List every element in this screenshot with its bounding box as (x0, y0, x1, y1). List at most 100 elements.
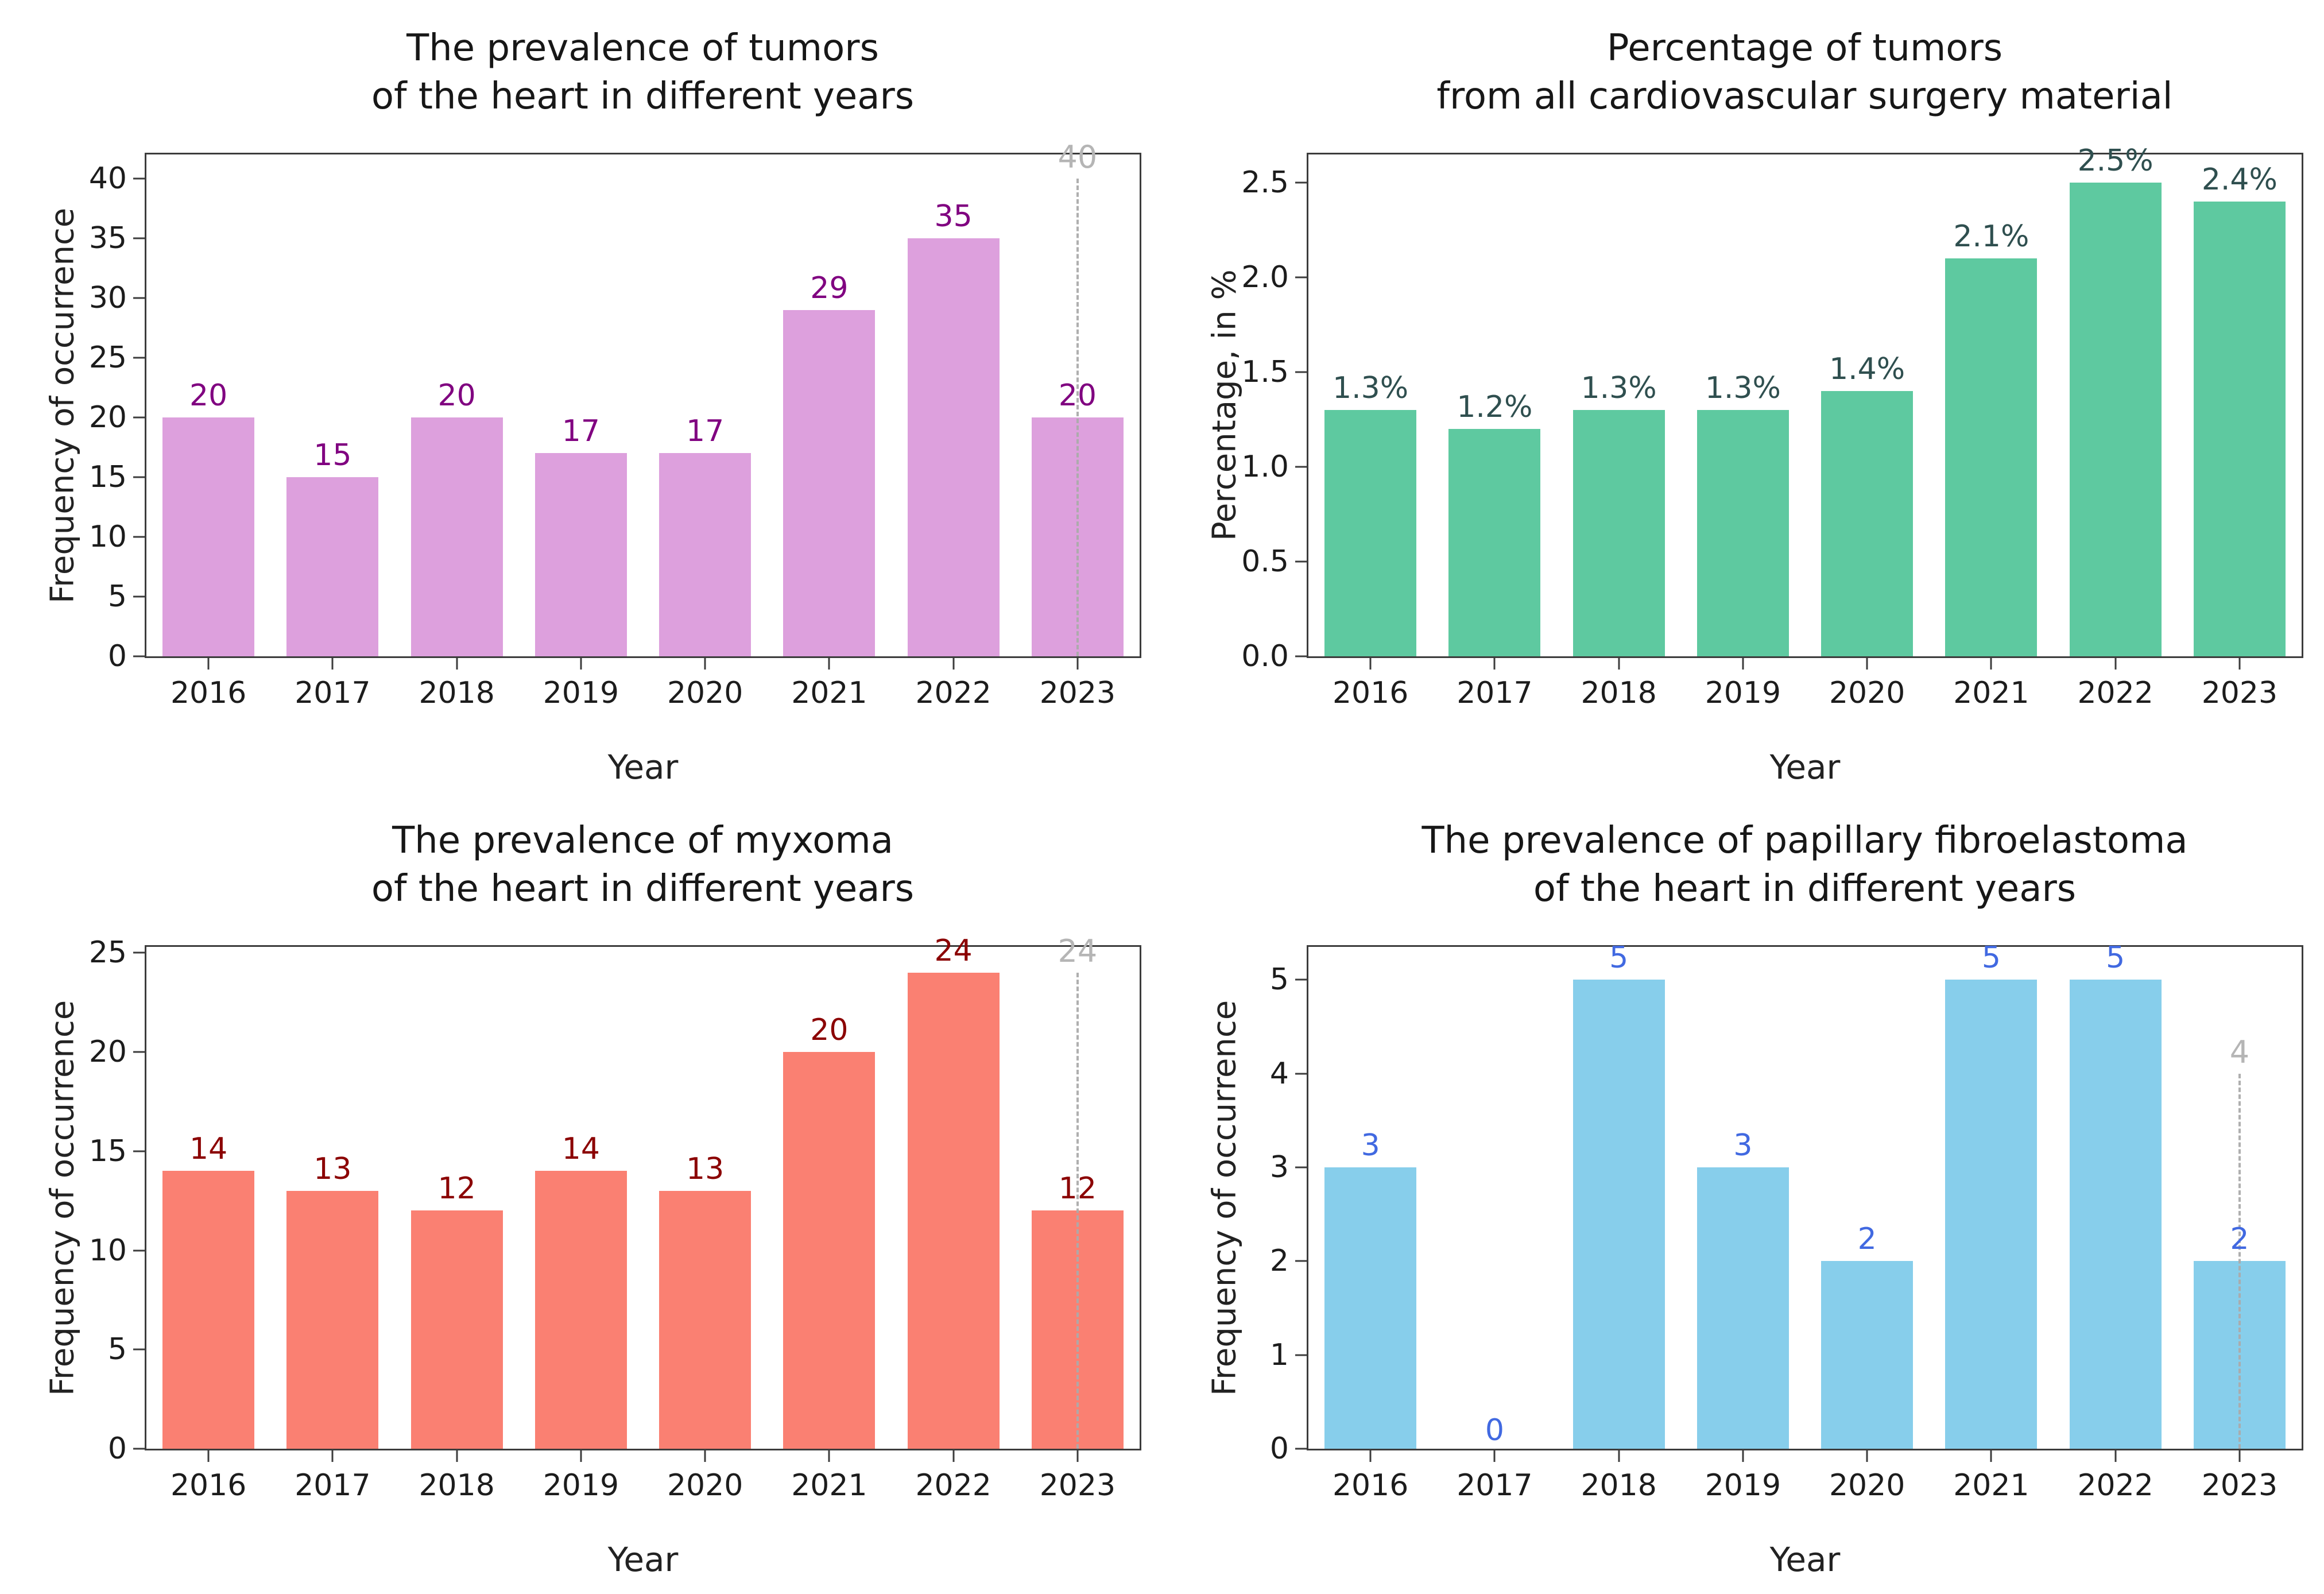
bar-value-label: 15 (313, 438, 352, 473)
x-tick-label-2016: 2016 (170, 676, 247, 710)
x-tick-label-2023: 2023 (2201, 1468, 2278, 1503)
x-tick (1076, 658, 1079, 670)
forecast-dashed-line (1076, 972, 1079, 1449)
y-axis-label: Frequency of occurrence (1206, 1000, 1244, 1396)
x-tick-label-2019: 2019 (1705, 1468, 1781, 1503)
x-tick-label-2019: 2019 (543, 676, 619, 710)
x-tick-label-2022: 2022 (2077, 1468, 2153, 1503)
x-tick-label-2023: 2023 (2201, 676, 2278, 710)
x-tick-label-2019: 2019 (543, 1468, 619, 1503)
y-tick (133, 416, 145, 419)
x-axis-label: Year (1769, 1540, 1841, 1579)
x-tick (1618, 658, 1620, 670)
x-tick (207, 1450, 210, 1462)
x-tick (1369, 1450, 1372, 1462)
y-tick-label: 0 (107, 639, 127, 674)
x-tick-label-2018: 2018 (419, 676, 495, 710)
bar-2022 (2069, 980, 2162, 1449)
bar-value-label: 2 (2230, 1222, 2249, 1257)
y-tick (1295, 655, 1307, 657)
subplot-fibroelastoma-prevalence: The prevalence of papillary fibroelastom… (1185, 802, 2324, 1594)
bar-value-label: 20 (437, 378, 476, 413)
y-tick (133, 951, 145, 954)
y-tick (133, 1150, 145, 1152)
bar-2020 (1821, 1261, 1914, 1449)
chart-title-line1: The prevalence of tumors (406, 27, 879, 69)
bar-2020 (659, 453, 752, 656)
x-tick (704, 1450, 706, 1462)
y-tick-label: 1 (1269, 1337, 1289, 1372)
subplot-tumor-percentage: Percentage of tumors from all cardiovascu… (1185, 9, 2324, 802)
bar-value-label: 1.2% (1457, 390, 1533, 425)
bar-value-label: 0 (1485, 1413, 1504, 1448)
bar-value-label: 5 (1981, 941, 2001, 976)
bar-value-label: 2.1% (1953, 219, 2029, 254)
bar-value-label: 14 (561, 1132, 600, 1167)
bar-value-label: 3 (1361, 1128, 1380, 1163)
x-tick (1618, 1450, 1620, 1462)
x-tick (1369, 658, 1372, 670)
x-tick (331, 1450, 334, 1462)
forecast-dashed-line (1076, 178, 1079, 656)
x-tick (1866, 658, 1868, 670)
x-tick-label-2018: 2018 (1581, 676, 1657, 710)
x-tick-label-2016: 2016 (1332, 1468, 1409, 1503)
y-tick-label: 1.0 (1241, 450, 1289, 485)
subplot-myxoma-prevalence: The prevalence of myxoma of the heart in … (23, 802, 1185, 1594)
y-tick-label: 40 (88, 161, 127, 196)
x-tick (952, 1450, 955, 1462)
x-tick-label-2021: 2021 (791, 676, 867, 710)
x-tick-label-2017: 2017 (1457, 1468, 1533, 1503)
x-tick (2238, 1450, 2241, 1462)
x-tick (1866, 1450, 1868, 1462)
bar-value-label: 3 (1733, 1128, 1753, 1163)
y-tick (133, 1051, 145, 1053)
y-tick-label: 1.5 (1241, 355, 1289, 390)
bar-2018 (410, 1210, 503, 1449)
y-tick (1295, 466, 1307, 468)
bar-value-label: 29 (810, 270, 849, 305)
y-tick-label: 35 (88, 220, 127, 256)
y-tick (1295, 1260, 1307, 1262)
bar-2022 (2069, 183, 2162, 656)
bar-value-label: 1.3% (1705, 371, 1781, 406)
x-axis-label: Year (607, 748, 679, 787)
x-tick (1990, 658, 1992, 670)
x-tick-label-2023: 2023 (1039, 1468, 1116, 1503)
bar-2022 (907, 972, 1000, 1449)
x-tick (1990, 1450, 1992, 1462)
bar-2021 (1945, 980, 2038, 1449)
bar-value-label: 5 (1609, 941, 1629, 976)
y-tick-label: 3 (1269, 1150, 1289, 1185)
y-tick-label: 0 (107, 1431, 127, 1466)
chart-title: The prevalence of tumors of the heart in … (144, 24, 1142, 121)
forecast-value-label: 24 (1058, 933, 1098, 969)
x-tick-label-2016: 2016 (170, 1468, 247, 1503)
x-tick-label-2021: 2021 (791, 1468, 867, 1503)
x-tick-label-2021: 2021 (1953, 1468, 2029, 1503)
bar-2018 (1572, 410, 1665, 656)
bar-2020 (659, 1190, 752, 1449)
bar-value-label: 20 (1058, 378, 1097, 413)
bar-value-label: 2 (1857, 1222, 1877, 1257)
x-tick-label-2016: 2016 (1332, 676, 1409, 710)
bar-value-label: 12 (1058, 1171, 1097, 1206)
chart-title-line2: of the heart in different years (371, 868, 915, 911)
y-tick (1295, 560, 1307, 563)
y-axis-label: Frequency of occurrence (44, 207, 82, 603)
y-tick-label: 10 (88, 1233, 127, 1268)
y-tick (1295, 276, 1307, 278)
x-tick-label-2017: 2017 (1457, 676, 1533, 710)
x-axis-label: Year (1769, 748, 1841, 787)
bar-2016 (162, 1171, 255, 1449)
x-tick (580, 658, 582, 670)
x-tick (2238, 658, 2241, 670)
bar-value-label: 2.4% (2201, 163, 2277, 198)
y-tick (133, 476, 145, 478)
bar-2023 (2193, 202, 2286, 656)
x-axis-label: Year (607, 1540, 679, 1579)
x-tick-label-2017: 2017 (295, 676, 371, 710)
y-tick (133, 536, 145, 538)
plot-area: 0 5 10 15 20 25 2016 2017 2018 2019 2020 2021 2022 20… (89, 933, 1141, 1503)
